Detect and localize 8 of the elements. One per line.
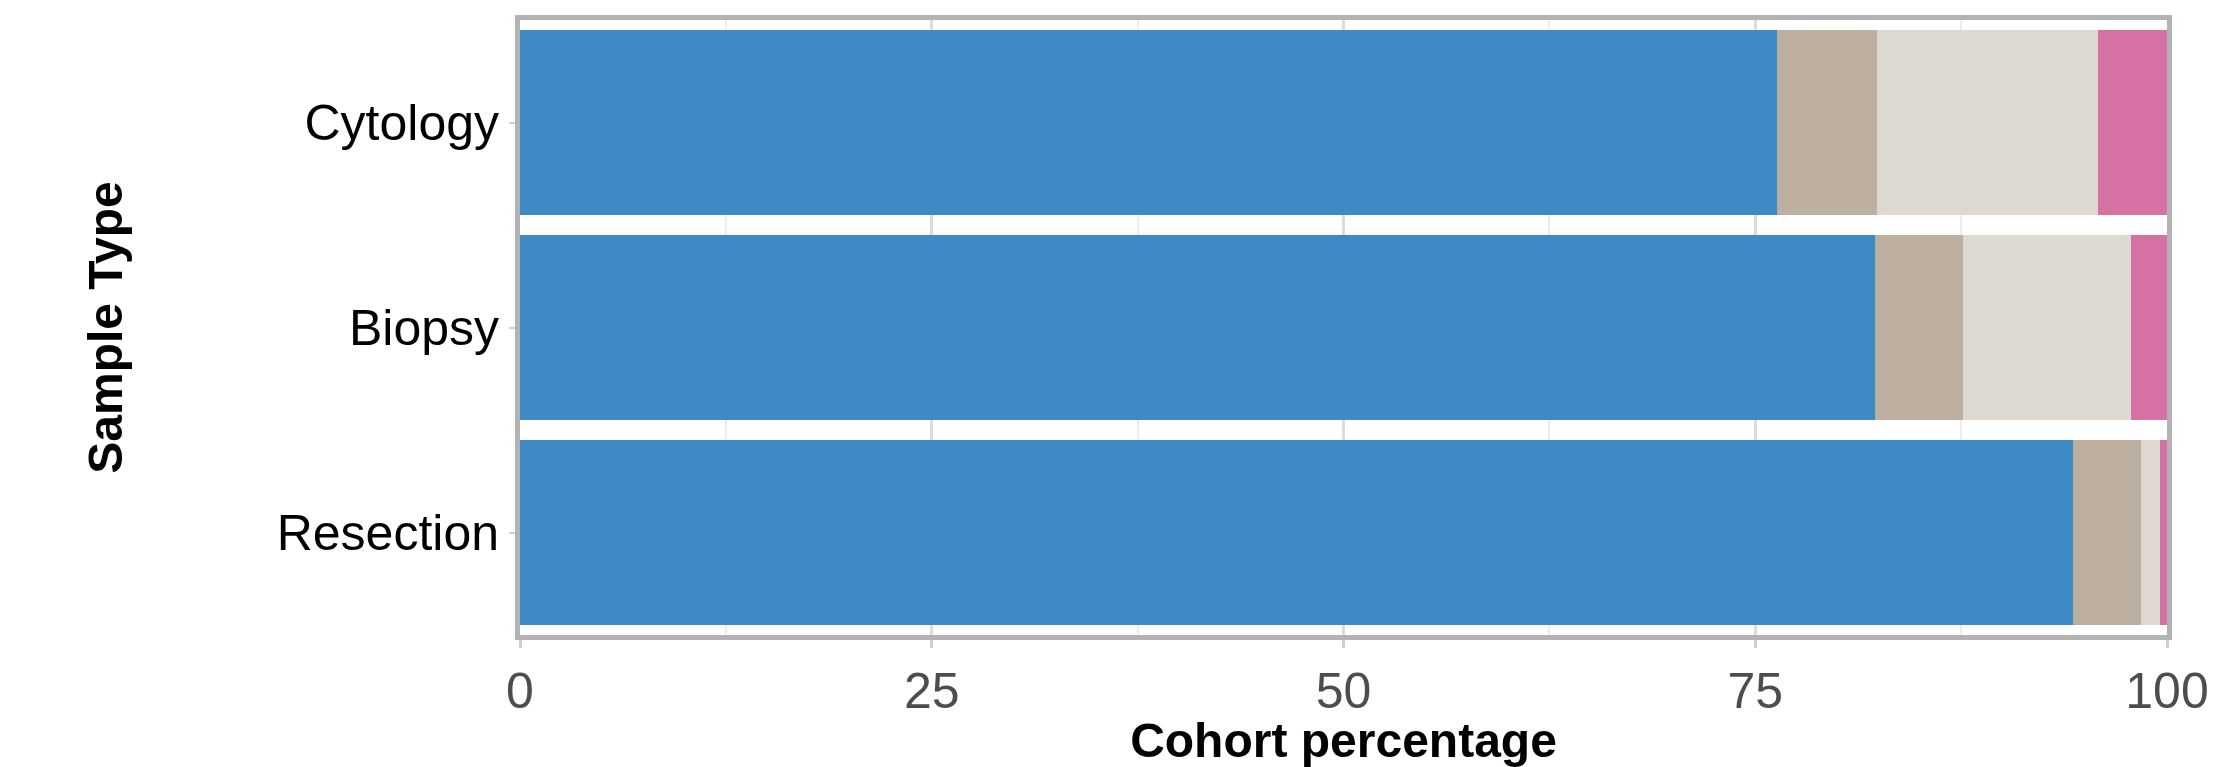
y-tick-label: Cytology — [304, 95, 499, 151]
x-tick-label: 25 — [903, 663, 960, 719]
y-axis-title: Sample Type — [79, 181, 133, 474]
x-tick-label: 0 — [506, 663, 534, 719]
x-tick-label: 100 — [2125, 663, 2209, 719]
y-tick-label: Resection — [276, 505, 499, 561]
x-tick-label: 75 — [1727, 663, 1784, 719]
y-tick-label: Biopsy — [348, 300, 499, 356]
